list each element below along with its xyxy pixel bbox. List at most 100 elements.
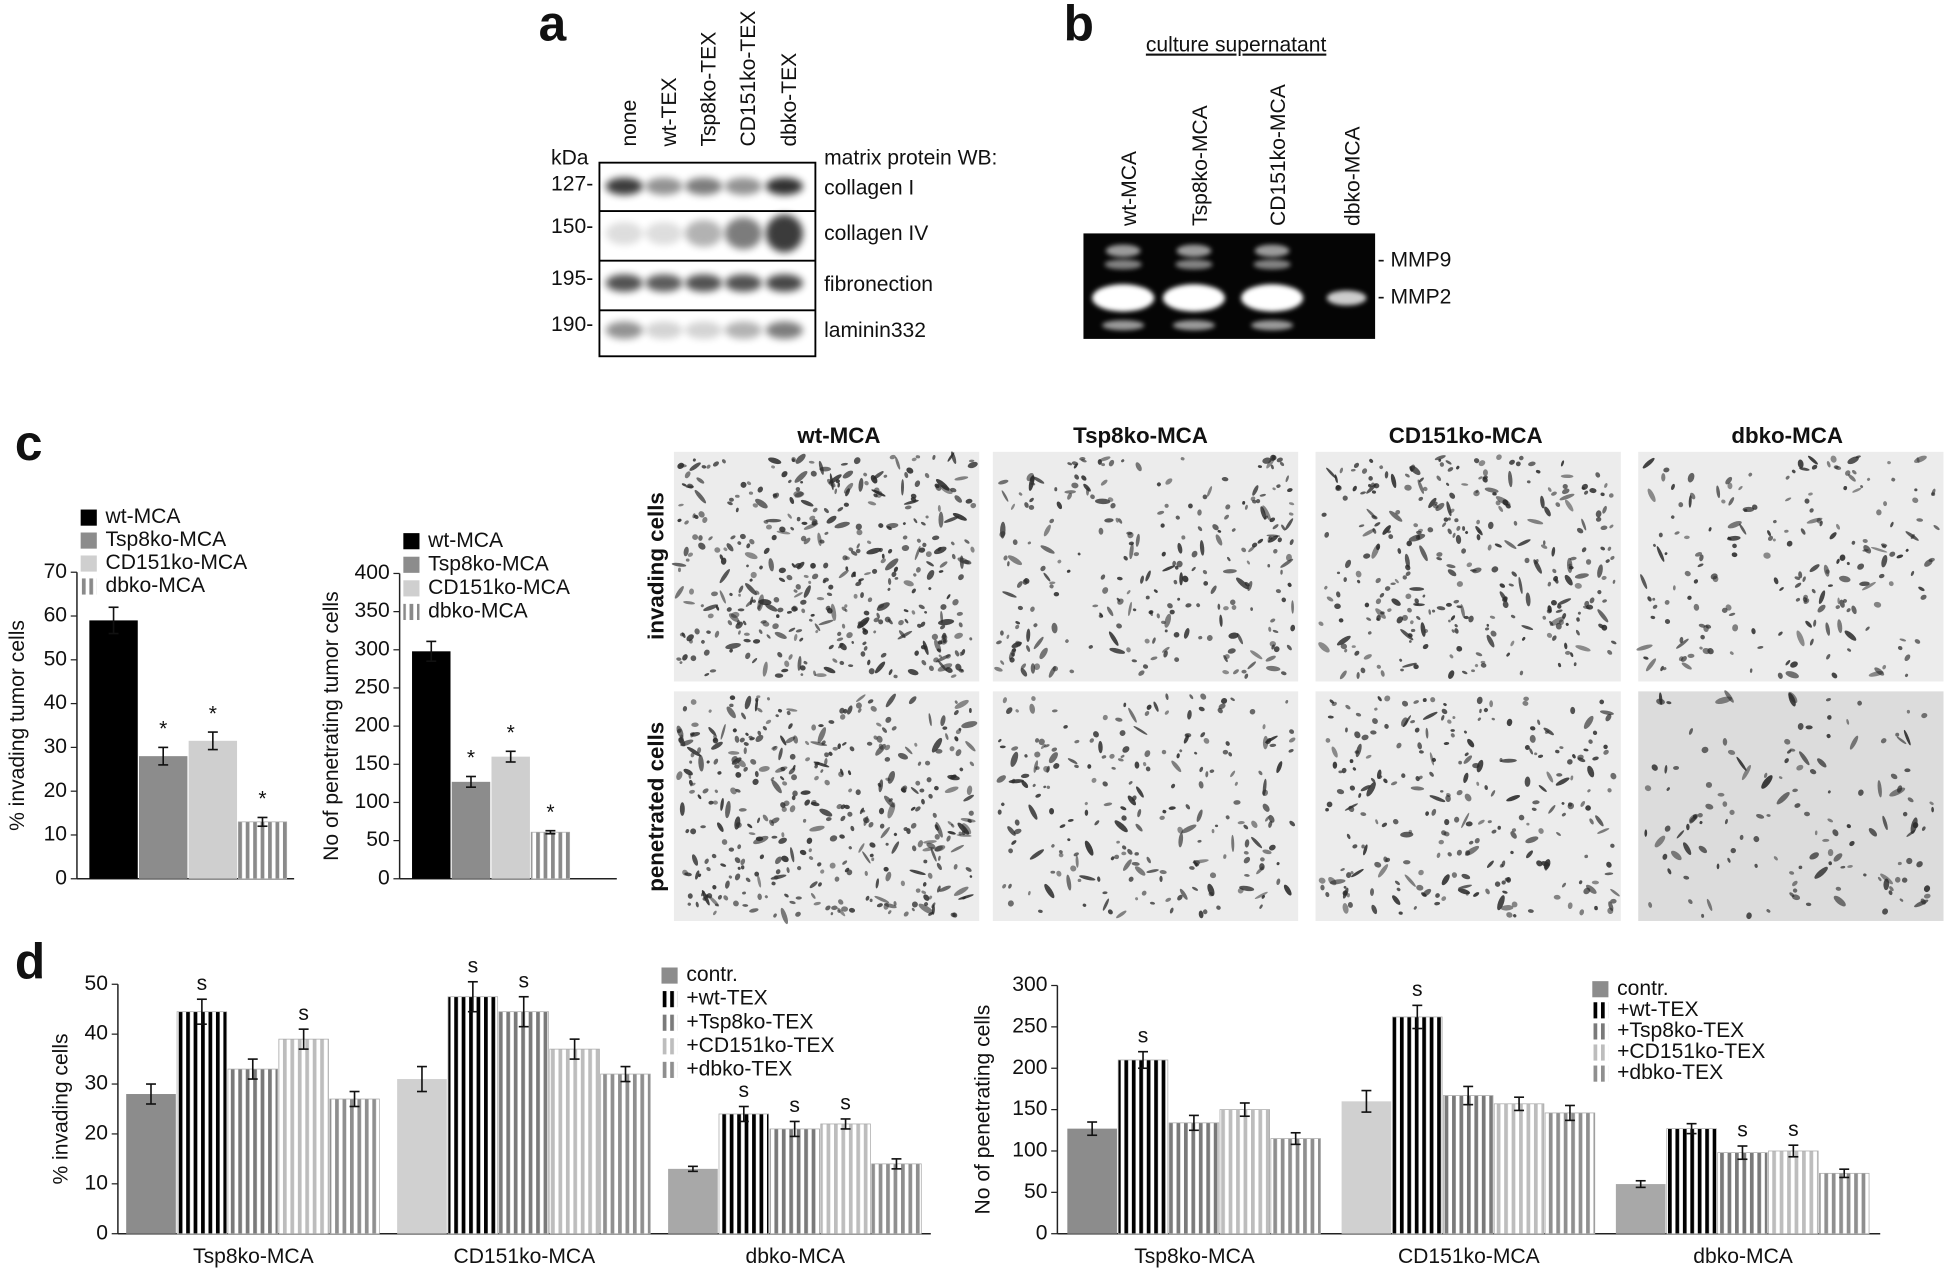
cell — [1065, 639, 1069, 643]
legend-swatch — [403, 533, 420, 550]
cell — [1028, 475, 1035, 491]
cell — [1324, 585, 1328, 590]
cell — [1400, 668, 1404, 672]
cell — [1572, 754, 1576, 759]
error-bar — [840, 1118, 851, 1130]
bar — [871, 1163, 922, 1235]
cell — [1688, 899, 1693, 905]
cell — [834, 876, 840, 882]
cell — [1499, 758, 1503, 762]
cell — [998, 739, 1002, 743]
cell — [950, 541, 955, 546]
cell — [942, 726, 948, 730]
error-bar — [738, 1105, 749, 1123]
cell — [781, 806, 787, 812]
cell — [750, 759, 757, 765]
cell — [1476, 519, 1480, 525]
cell — [1320, 884, 1325, 891]
cell — [1223, 606, 1229, 611]
cell — [881, 553, 885, 559]
cell — [1271, 644, 1275, 650]
cell — [1701, 913, 1705, 918]
cell — [1748, 472, 1753, 477]
significance-mark: * — [159, 718, 167, 741]
cell — [1033, 663, 1041, 670]
cell — [727, 620, 733, 626]
cell — [1863, 873, 1867, 877]
cell — [1611, 640, 1617, 645]
cell — [924, 611, 928, 614]
cell — [1434, 901, 1441, 906]
cell — [1071, 482, 1079, 489]
cell — [954, 632, 963, 639]
cell — [1254, 891, 1268, 900]
cell — [917, 623, 922, 628]
cell — [1489, 700, 1494, 708]
cell — [1134, 761, 1140, 769]
cell — [1435, 502, 1445, 511]
cell — [1342, 495, 1348, 501]
cell — [1144, 710, 1150, 716]
cell — [1080, 459, 1087, 463]
cell — [1610, 772, 1617, 780]
cell — [1557, 604, 1562, 609]
cell — [1109, 647, 1126, 654]
cell — [999, 531, 1006, 538]
cell — [1077, 552, 1081, 556]
cell — [1227, 648, 1236, 654]
cell — [719, 590, 726, 604]
kda-label: kDa — [551, 147, 589, 170]
cell — [1464, 752, 1469, 757]
gel-band — [1175, 259, 1213, 270]
cell — [1033, 760, 1039, 773]
cell — [845, 566, 849, 571]
cell — [1079, 875, 1096, 881]
cell — [1381, 822, 1388, 828]
cell — [855, 789, 861, 796]
cell — [725, 642, 741, 650]
cell — [1722, 738, 1728, 746]
cell — [1599, 699, 1605, 705]
cell — [1231, 605, 1237, 610]
cell — [1791, 469, 1796, 474]
cell — [688, 773, 692, 779]
cell — [1454, 518, 1459, 523]
cell — [997, 809, 1002, 815]
cell — [1099, 456, 1111, 462]
cell — [1798, 865, 1803, 870]
cell — [1500, 758, 1517, 763]
cell — [1778, 776, 1783, 779]
cell — [1674, 531, 1680, 535]
bar — [1117, 1059, 1169, 1235]
cell — [1687, 653, 1695, 658]
cell — [818, 619, 834, 626]
cell — [1290, 624, 1296, 632]
cell — [1199, 540, 1205, 556]
cell — [923, 894, 930, 901]
cell — [1676, 638, 1689, 649]
cell — [910, 806, 916, 811]
cell — [836, 637, 844, 642]
cell — [1500, 905, 1514, 911]
cell — [771, 534, 777, 541]
cell — [1450, 615, 1456, 621]
cell — [1349, 785, 1356, 791]
cell — [1268, 626, 1272, 632]
cell — [1574, 583, 1582, 589]
cell — [1207, 486, 1213, 497]
cell — [723, 547, 728, 552]
cell — [1318, 621, 1324, 626]
column-header: CD151ko-MCA — [1389, 423, 1543, 448]
legend-swatch — [1592, 981, 1609, 998]
cell — [1117, 758, 1124, 762]
cell — [1526, 822, 1530, 826]
cell — [828, 644, 834, 650]
cell — [787, 513, 792, 519]
cell — [1428, 609, 1432, 615]
blot-band — [765, 321, 803, 339]
cell — [1607, 788, 1612, 793]
cell — [1418, 775, 1423, 780]
cell — [1583, 715, 1594, 729]
cell — [935, 484, 942, 491]
cell — [825, 817, 832, 822]
